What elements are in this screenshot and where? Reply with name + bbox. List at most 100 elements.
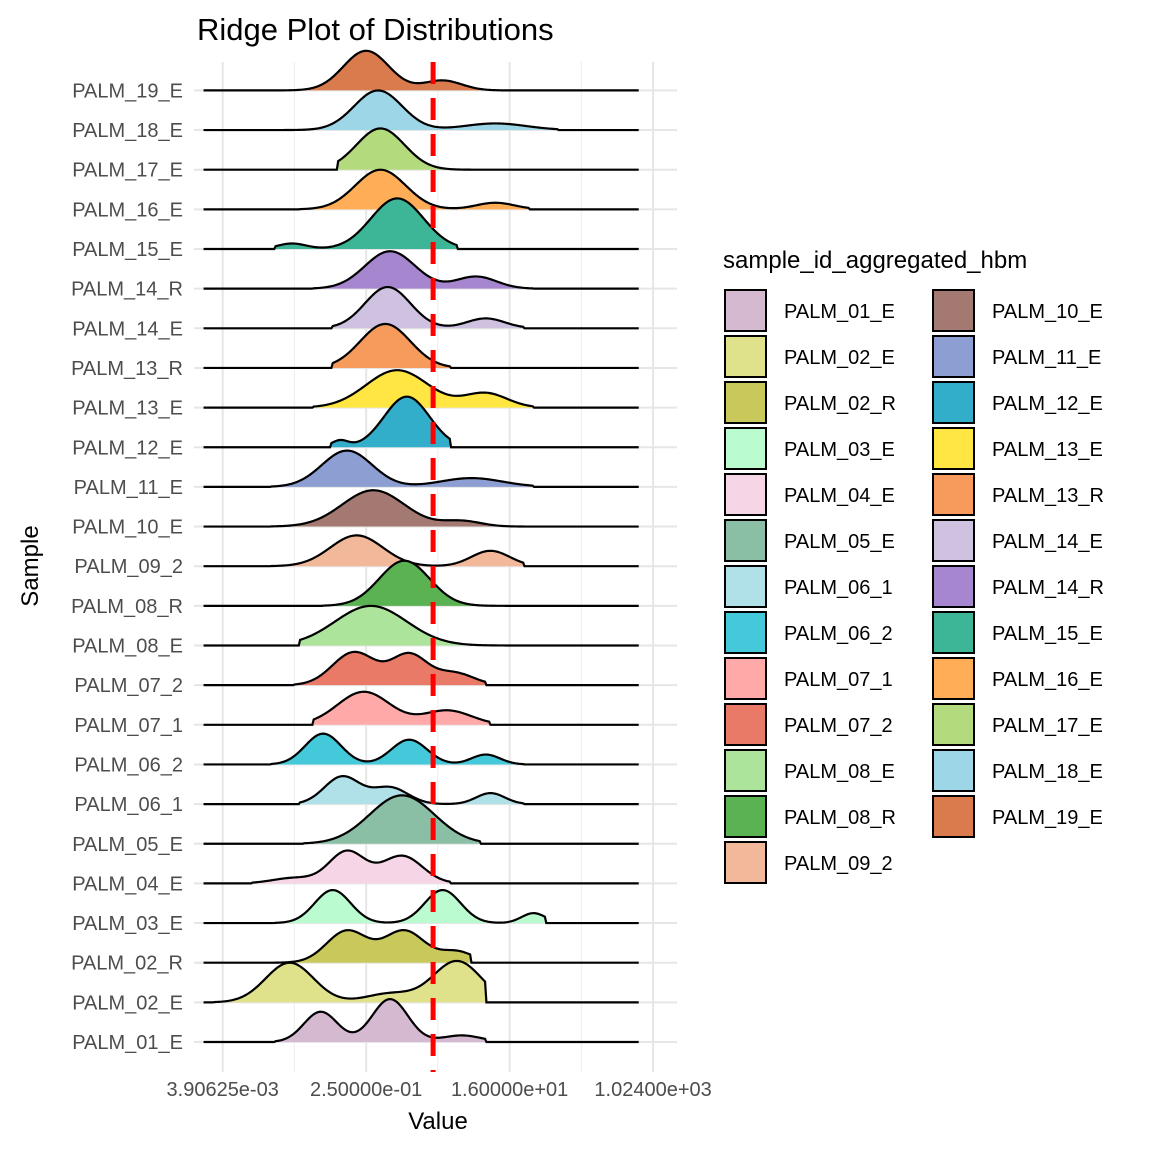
legend-swatch — [932, 335, 975, 378]
y-tick-label: PALM_07_2 — [74, 675, 183, 697]
ridge-PALM_17_E — [203, 127, 639, 171]
ridge-PALM_19_E — [203, 49, 639, 92]
y-tick-label: PALM_06_2 — [74, 754, 183, 776]
legend-swatch — [932, 703, 975, 746]
y-tick-label: PALM_19_E — [72, 80, 183, 102]
ridge-outline — [203, 127, 639, 171]
legend-label: PALM_13_R — [992, 485, 1104, 507]
y-tick-label: PALM_02_E — [72, 992, 183, 1014]
legend-item: PALM_06_2 — [724, 611, 893, 654]
legend-item: PALM_02_R — [724, 381, 896, 424]
legend-swatch — [932, 565, 975, 608]
chart-title: Ridge Plot of Distributions — [197, 12, 554, 47]
ridge-fill — [299, 776, 524, 805]
ridge-outline — [203, 690, 639, 726]
x-tick-label: 3.90625e-03 — [167, 1079, 279, 1101]
legend-swatch — [932, 427, 975, 470]
y-tick-label: PALM_09_2 — [74, 556, 183, 578]
ridge-PALM_02_R — [203, 928, 639, 964]
legend-item: PALM_10_E — [932, 289, 1103, 332]
legend-label: PALM_11_E — [992, 347, 1101, 369]
ridge-PALM_01_E — [203, 997, 639, 1044]
ridge-fill — [284, 90, 558, 131]
ridge-outline — [203, 285, 639, 330]
y-tick-label: PALM_08_E — [72, 636, 183, 658]
legend-item: PALM_06_1 — [724, 565, 893, 608]
ridge-fill — [270, 733, 524, 765]
ridge-fill — [313, 691, 491, 725]
ridge-fill — [294, 651, 486, 686]
legend-label: PALM_06_2 — [784, 623, 893, 645]
ridge-fill — [299, 605, 510, 646]
ridge-fill — [270, 490, 524, 527]
legend-title: sample_id_aggregated_hbm — [723, 247, 1027, 274]
ridge-fill — [299, 169, 529, 210]
y-axis-title: Sample — [17, 525, 44, 606]
ridge-fill — [275, 198, 458, 249]
ridge-PALM_02_E — [203, 959, 639, 1004]
ridge-outline — [203, 928, 639, 964]
ridge-PALM_06_1 — [203, 774, 639, 806]
legend-swatch — [724, 381, 767, 424]
ridge-fill — [251, 850, 450, 884]
ridge-outline — [203, 489, 639, 528]
legend-label: PALM_07_2 — [784, 715, 893, 737]
ridge-PALM_07_1 — [203, 690, 639, 726]
ridge-PALM_13_R — [203, 322, 639, 370]
y-axis-ticks: PALM_01_E PALM_02_E PALM_02_R PALM_03_E PALM… — [71, 80, 183, 1054]
legend-swatch — [724, 657, 767, 700]
x-axis-ticks: 3.90625e-03 2.50000e-01 1.60000e+01 1.02400… — [167, 1079, 712, 1101]
y-tick-label: PALM_16_E — [72, 199, 183, 221]
legend-label: PALM_02_E — [784, 347, 895, 369]
ridges — [203, 49, 639, 1044]
ridge-fill — [337, 128, 558, 170]
ridge-outline — [203, 604, 639, 647]
legend-label: PALM_14_R — [992, 577, 1104, 599]
legend-label: PALM_05_E — [784, 531, 895, 553]
ridge-fill — [313, 370, 534, 408]
legend-label: PALM_04_E — [784, 485, 895, 507]
legend-label: PALM_10_E — [992, 301, 1103, 323]
ridge-PALM_07_2 — [203, 650, 639, 687]
ridge-fill — [313, 251, 534, 289]
legend-swatch — [932, 519, 975, 562]
legend-label: PALM_19_E — [992, 807, 1103, 829]
ridge-outline — [203, 369, 639, 409]
legend: sample_id_aggregated_hbm PALM_01_E PALM_0… — [723, 247, 1104, 884]
x-tick-label: 1.02400e+03 — [594, 1079, 711, 1101]
ridge-fill — [303, 795, 481, 844]
y-tick-label: PALM_06_1 — [74, 794, 183, 816]
y-tick-label: PALM_14_E — [72, 318, 183, 340]
legend-swatch — [724, 473, 767, 516]
ridge-fill — [213, 960, 486, 1003]
ridge-PALM_11_E — [203, 449, 639, 488]
ridge-fill — [330, 396, 450, 448]
legend-swatch — [724, 289, 767, 332]
legend-label: PALM_07_1 — [784, 669, 893, 691]
y-tick-label: PALM_10_E — [72, 517, 183, 539]
ridge-outline — [203, 49, 639, 92]
legend-item: PALM_07_1 — [724, 657, 893, 700]
legend-swatch — [932, 473, 975, 516]
ridge-PALM_09_2 — [203, 534, 639, 568]
legend-swatch — [724, 335, 767, 378]
ridge-PALM_13_E — [203, 369, 639, 409]
legend-label: PALM_02_R — [784, 393, 896, 415]
legend-swatch — [932, 611, 975, 654]
ridge-PALM_05_E — [203, 794, 639, 845]
ridge-PALM_08_E — [203, 604, 639, 647]
legend-item: PALM_09_2 — [724, 841, 893, 884]
legend-item: PALM_01_E — [724, 289, 895, 332]
legend-swatch — [724, 703, 767, 746]
y-tick-label: PALM_11_E — [74, 477, 183, 499]
ridge-PALM_14_R — [203, 250, 639, 290]
legend-item: PALM_04_E — [724, 473, 895, 516]
ridge-outline — [203, 395, 639, 449]
y-tick-label: PALM_14_R — [71, 279, 183, 301]
ridge-outline — [203, 534, 639, 568]
legend-label: PALM_17_E — [992, 715, 1103, 737]
ridge-fill — [323, 560, 510, 606]
legend-swatch — [724, 519, 767, 562]
y-tick-label: PALM_18_E — [72, 120, 183, 142]
